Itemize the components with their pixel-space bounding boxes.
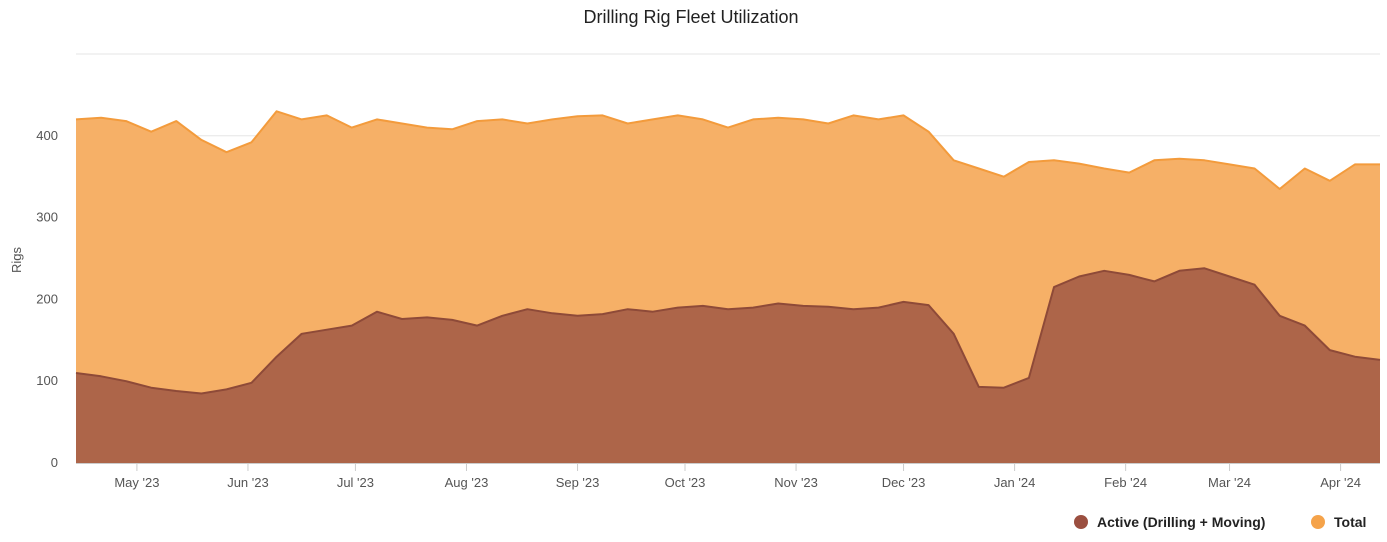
chart-title: Drilling Rig Fleet Utilization xyxy=(583,7,798,27)
x-tick-label: Sep '23 xyxy=(556,475,600,490)
series-layer xyxy=(75,110,1381,464)
x-tick-label: Mar '24 xyxy=(1208,475,1251,490)
legend-label: Total xyxy=(1334,514,1366,530)
axis-layer: 0 100 200 300 400 May '23 Jun '23 Jul '23 Aug '2… xyxy=(36,128,1380,490)
series-line-total xyxy=(75,110,1380,190)
y-tick-label: 0 xyxy=(51,455,58,470)
series-line-active xyxy=(75,267,1381,395)
y-tick-label: 200 xyxy=(36,291,58,306)
y-tick-label: 100 xyxy=(36,373,58,388)
y-tick-label: 300 xyxy=(36,210,58,225)
x-tick-label: Aug '23 xyxy=(445,475,489,490)
y-axis-title: Rigs xyxy=(9,247,24,274)
legend-label: Active (Drilling + Moving) xyxy=(1097,514,1265,530)
legend-marker xyxy=(1074,515,1088,529)
y-tick-label: 400 xyxy=(36,128,58,143)
x-tick-label: May '23 xyxy=(114,475,159,490)
x-tick-label: Jun '23 xyxy=(227,475,269,490)
legend: Active (Drilling + Moving) Total xyxy=(1074,514,1366,530)
x-tick-label: Jul '23 xyxy=(337,475,374,490)
legend-marker xyxy=(1311,515,1325,529)
series-area-active xyxy=(76,268,1380,463)
x-tick-label: Apr '24 xyxy=(1320,475,1361,490)
x-tick-label: Jan '24 xyxy=(994,475,1036,490)
x-tick-label: Dec '23 xyxy=(882,475,926,490)
x-tick-label: Nov '23 xyxy=(774,475,818,490)
x-tick-label: Feb '24 xyxy=(1104,475,1147,490)
x-tick-label: Oct '23 xyxy=(665,475,706,490)
